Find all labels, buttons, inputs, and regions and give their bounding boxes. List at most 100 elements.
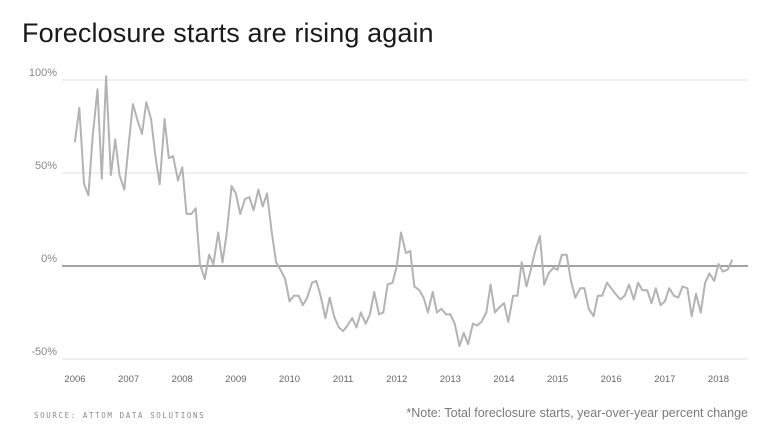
chart-note: *Note: Total foreclosure starts, year-ov… [406, 406, 748, 420]
data-point [225, 231, 228, 234]
data-point [458, 345, 461, 347]
data-point [266, 192, 268, 195]
data-point [154, 155, 157, 158]
x-tick-label: 2006 [64, 374, 85, 385]
data-point [529, 268, 532, 271]
data-point [395, 265, 398, 267]
data-point [105, 75, 107, 78]
data-point [503, 302, 505, 305]
data-point [217, 231, 220, 234]
x-tick-label: 2013 [440, 374, 461, 385]
data-point [467, 343, 469, 345]
data-point [324, 317, 327, 319]
data-point [118, 174, 121, 176]
data-point [520, 261, 523, 264]
data-point [208, 253, 211, 256]
data-point [257, 188, 260, 191]
data-point [342, 330, 344, 332]
data-point [699, 311, 702, 314]
data-point [346, 324, 349, 327]
data-point [462, 332, 465, 334]
data-point [440, 307, 443, 310]
x-tick-label: 2011 [333, 374, 353, 385]
data-point [413, 285, 416, 288]
data-series [74, 75, 733, 347]
x-tick-label: 2008 [172, 374, 193, 385]
data-point [319, 294, 322, 297]
data-point [650, 302, 653, 305]
series-line [74, 75, 733, 347]
data-point [610, 287, 613, 290]
data-point [252, 209, 255, 212]
data-point [498, 306, 501, 308]
data-point [431, 291, 434, 293]
data-point [695, 293, 697, 295]
data-point [177, 179, 179, 182]
data-point [574, 296, 577, 299]
chart-title: Foreclosure starts are rising again [22, 18, 434, 48]
data-point [472, 322, 474, 325]
data-point [507, 320, 510, 323]
source-credit: SOURCE: ATTOM DATA SOLUTIONS [34, 411, 206, 420]
data-point [355, 326, 358, 329]
data-point [100, 177, 103, 180]
data-point [284, 278, 287, 280]
data-point [158, 183, 161, 186]
data-point [364, 322, 367, 325]
data-point [311, 281, 313, 284]
x-tick-label: 2014 [493, 374, 514, 385]
x-tick-label: 2007 [118, 374, 139, 385]
data-point [239, 213, 242, 215]
data-point [561, 253, 563, 256]
data-point [427, 311, 429, 314]
x-tick-label: 2018 [708, 374, 729, 385]
data-point [181, 166, 184, 169]
data-point [713, 280, 716, 282]
data-point [422, 296, 425, 299]
data-point [302, 304, 304, 306]
data-point [409, 250, 412, 253]
data-point [664, 300, 666, 303]
data-point [485, 311, 488, 314]
data-point [619, 298, 622, 301]
data-point [539, 235, 541, 238]
data-point [668, 287, 671, 290]
data-point [78, 107, 81, 109]
data-point [641, 289, 644, 292]
data-point [436, 311, 438, 314]
data-point [386, 283, 389, 286]
data-point [230, 185, 233, 187]
y-axis-labels: 100% 50% 0% -50% [29, 67, 57, 358]
data-point [726, 268, 729, 271]
data-point [145, 101, 148, 104]
data-point [244, 198, 246, 200]
data-point [172, 155, 175, 158]
data-point [579, 287, 582, 290]
data-point [654, 287, 657, 290]
data-point [708, 272, 711, 275]
data-point [677, 296, 680, 299]
data-point [297, 294, 300, 297]
data-point [306, 296, 309, 299]
data-point [110, 174, 112, 176]
data-point [87, 194, 90, 197]
x-tick-label: 2009 [225, 374, 246, 385]
data-point [163, 118, 166, 120]
data-point [221, 261, 224, 264]
data-point [382, 311, 385, 314]
data-point [686, 287, 689, 290]
x-tick-label: 2010 [279, 374, 300, 385]
data-point [489, 283, 492, 286]
data-point [673, 294, 675, 297]
data-point [235, 192, 237, 195]
data-point [583, 287, 586, 290]
data-point [279, 268, 282, 271]
data-point [194, 207, 197, 210]
data-point [150, 118, 153, 120]
data-point [167, 157, 170, 160]
data-point [731, 259, 733, 262]
data-point [418, 289, 421, 292]
data-point [91, 134, 94, 137]
data-point [114, 138, 117, 141]
data-point [405, 252, 407, 254]
